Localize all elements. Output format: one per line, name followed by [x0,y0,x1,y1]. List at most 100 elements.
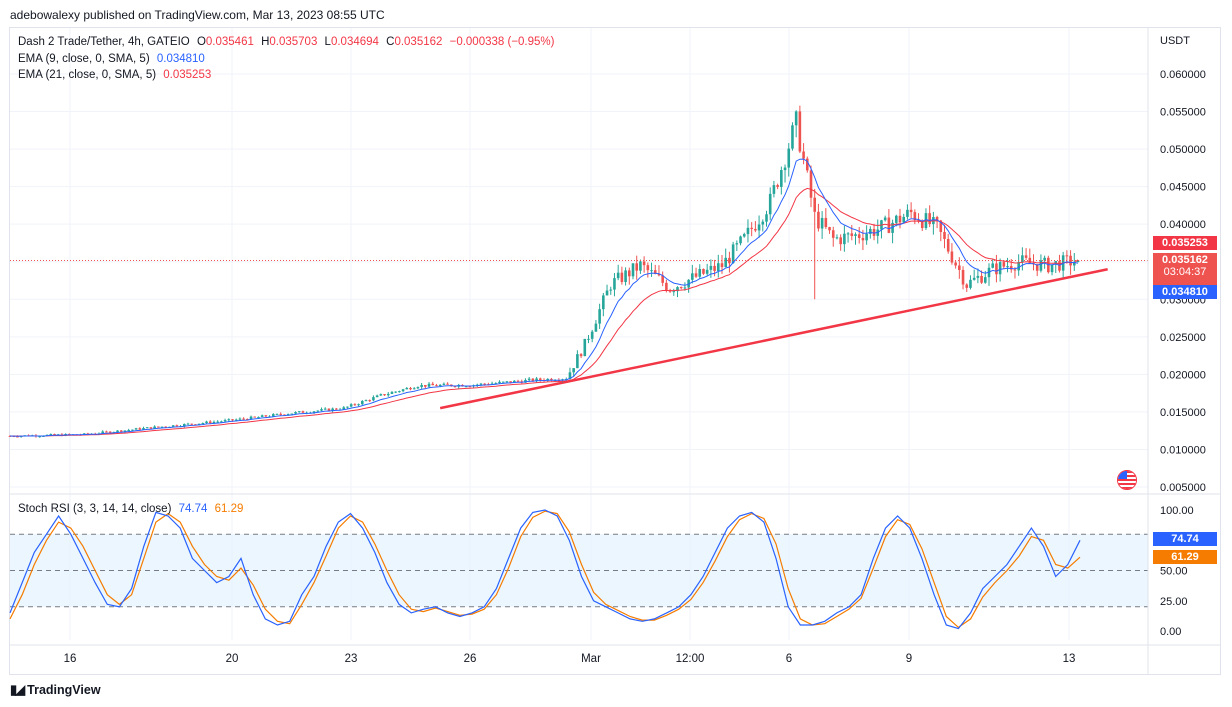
candle-body [335,408,338,410]
candle-body [683,287,687,289]
candle-body [720,263,724,268]
candle-body [138,428,142,430]
candle-body [260,415,264,417]
us-flag-icon[interactable] [1117,470,1137,490]
legend-ema9: EMA (9, close, 0, SMA, 5) 0.034810 [18,53,209,65]
candle-body [149,427,153,429]
candle-body [705,269,709,274]
candle-body [386,393,390,396]
candle-body [995,263,998,275]
candle-body [928,213,931,225]
candle-body [754,228,757,231]
candle-body [38,436,41,438]
x-tick-label: 9 [906,653,912,665]
legend-o-value: 0.035461 [205,36,254,48]
x-tick-label: 23 [345,653,358,665]
candle-body [735,243,739,245]
candle-body [820,217,824,229]
candle-body [279,413,283,415]
candle-body [316,410,320,412]
stoch-d-value: 61.29 [214,503,244,515]
candle-body [290,413,294,415]
candle-body [513,380,516,383]
candle-body [798,111,802,152]
candle-body [531,378,535,382]
candle-body [390,392,394,394]
candle-body [616,272,620,279]
candle-body [765,214,768,222]
candle-body [980,275,983,283]
y-tick-label: 0.005000 [1160,482,1206,494]
candle-body [791,125,794,149]
candle-body [438,384,442,387]
candle-body [594,323,598,332]
stoch-layer [9,509,1081,630]
x-tick-label: 12:00 [676,653,705,665]
candle-body [53,434,56,436]
candle-body [976,275,980,278]
candle-body [16,436,19,438]
candle-body [635,263,639,271]
candle-body [320,409,323,411]
candle-body [609,289,613,291]
candle-body [524,379,527,383]
candle-body [935,217,939,221]
candle-body [123,430,127,432]
candle-body [776,185,779,187]
legend-h-label: H [261,36,270,48]
candle-body [416,387,420,389]
y-tick-label: 0.040000 [1160,219,1206,231]
candle-body [713,265,716,271]
candle-body [409,388,412,390]
candle-body [116,430,119,433]
candle-body [535,378,538,382]
candle-body [835,237,839,239]
candle-body [613,278,616,290]
candle-body [679,287,683,289]
candle-body [813,197,817,212]
publisher-caption: adebowalexy published on TradingView.com… [10,8,385,22]
candle-body [379,394,383,396]
x-tick-label: 26 [464,653,477,665]
candle-body [590,331,594,339]
candle-body [761,221,765,225]
candle-body [639,261,642,271]
trendline-layer [439,268,1108,410]
candle-body [702,269,705,274]
candle-body [1028,257,1032,263]
y-tick-label: 0.025000 [1160,332,1206,344]
candle-body [360,401,364,405]
stoch-label: Stoch RSI (3, 3, 14, 14, close) [18,503,172,515]
candle-body [824,217,828,228]
ema9-line [9,158,1079,437]
candle-body [442,383,446,385]
candle-body [323,408,327,410]
candle-body [431,383,435,386]
candle-body [839,237,842,245]
candle-body [865,233,868,241]
candle-body [631,263,635,277]
candle-body [913,212,917,220]
x-tick-label: 16 [64,653,77,665]
candle-body [383,394,386,396]
candle-body [576,354,579,369]
footer-brand-text: TradingView [27,683,101,697]
candle-body [1058,261,1061,271]
legend-l-label: L [324,36,331,48]
candle-body [728,257,731,264]
candle-body [401,389,405,392]
candle-body [587,338,590,340]
candle-body [894,215,898,223]
candle-body [223,420,227,422]
footer-brand[interactable]: ▮◢ TradingView [10,682,101,698]
candle-body [861,237,865,241]
candle-body [1035,264,1039,271]
candle-body [264,415,268,417]
candle-body [902,216,906,223]
candle-body [568,372,572,380]
legend-c-value: 0.035162 [394,36,443,48]
candle-body [828,227,831,231]
x-tick-label: 13 [1063,653,1076,665]
stoch-k-line [9,509,1081,630]
